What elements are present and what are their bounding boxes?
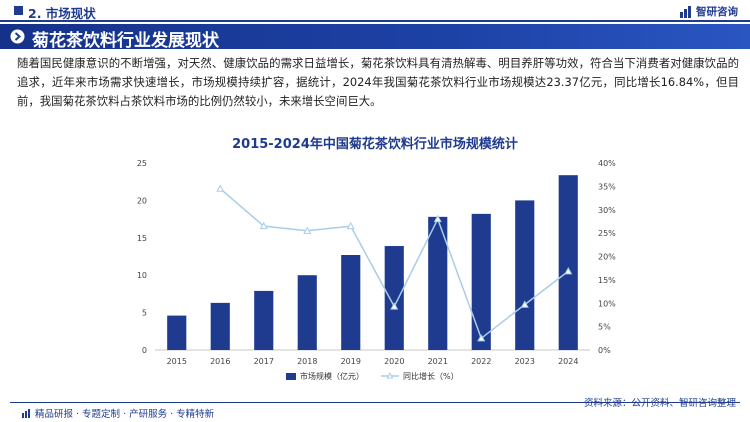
line-point-marker [346, 221, 355, 230]
chart-title: 2015-2024年中国菊花茶饮料行业市场规模统计 [232, 137, 518, 152]
y-right-tick-label: 25% [598, 229, 616, 238]
market-size-chart: 0 5 10 15 20 25 0% 5% 10% 15% 20% 25% 30% 35% 40% 2015 2… [137, 159, 616, 381]
footer-divider [10, 402, 740, 403]
line-point-marker [477, 334, 486, 342]
line-point-marker [216, 184, 225, 192]
y-right-tick-label: 40% [598, 159, 616, 168]
bar-market-size [210, 302, 230, 350]
bar-market-size [515, 200, 535, 350]
footer-tags-text: 精品研报 · 专题定制 · 产研服务 · 专精特新 [35, 409, 215, 420]
legend-bar-swatch [286, 373, 296, 380]
x-tick-label: 2023 [515, 357, 535, 366]
bar-market-size [384, 246, 404, 350]
section-header: 2. 市场现状 智研咨询 [0, 0, 750, 22]
y-right-tick-label: 30% [598, 206, 616, 215]
y-right-tick-label: 35% [598, 182, 616, 191]
x-tick-label: 2015 [167, 357, 187, 366]
line-point-marker [564, 267, 573, 275]
y-right-tick-label: 0% [598, 346, 611, 355]
y-right-tick-label: 5% [598, 323, 611, 332]
footer-logo-icon [22, 408, 30, 418]
y-right-tick-label: 20% [598, 253, 616, 262]
title-banner: 菊花茶饮料行业发展现状 [0, 24, 750, 51]
page-title: 菊花茶饮料行业发展现状 [32, 31, 219, 51]
line-point-marker [390, 302, 399, 310]
y-left-tick-label: 10 [137, 271, 147, 280]
bar-market-size [254, 290, 274, 350]
footer-tags: 精品研报 · 专题定制 · 产研服务 · 专精特新 [22, 406, 214, 420]
x-tick-label: 2020 [384, 357, 404, 366]
line-point-marker [303, 226, 312, 234]
chevron-right-icon [10, 29, 25, 44]
bar-market-size [341, 255, 361, 350]
y-left-tick-label: 15 [137, 234, 147, 243]
y-left-tick-label: 5 [142, 309, 147, 318]
bar-market-size [428, 216, 448, 350]
logo-icon [680, 5, 691, 18]
x-tick-label: 2016 [210, 357, 230, 366]
bar-market-size [297, 275, 317, 350]
y-left-tick-label: 20 [137, 196, 147, 205]
x-tick-label: 2021 [428, 357, 448, 366]
y-left-tick-label: 25 [137, 159, 147, 168]
brand-logo: 智研咨询 [680, 4, 738, 19]
legend-line-label: 同比增长（%） [403, 371, 459, 381]
section-marker-icon [14, 6, 23, 15]
bar-market-size [471, 213, 491, 350]
data-source: 资料来源：公开资料、智研咨询整理 [583, 398, 736, 409]
intro-paragraph: 随着国民健康意识的不断增强，对天然、健康饮品的需求日益增长，菊花茶饮料具有清热解… [17, 56, 739, 108]
y-left-tick-label: 0 [142, 346, 147, 355]
x-tick-label: 2024 [558, 357, 578, 366]
line-point-marker [259, 221, 268, 230]
line-point-marker [520, 300, 529, 308]
x-tick-label: 2017 [254, 357, 274, 366]
x-tick-label: 2018 [297, 357, 317, 366]
logo-text: 智研咨询 [696, 6, 738, 18]
y-right-tick-label: 10% [598, 299, 616, 308]
section-title: 2. 市场现状 [28, 6, 96, 21]
y-right-tick-label: 15% [598, 276, 616, 285]
legend-bar-label: 市场规模（亿元） [300, 371, 364, 381]
x-tick-label: 2022 [471, 357, 491, 366]
bar-market-size [558, 175, 578, 350]
bar-market-size [167, 315, 187, 350]
x-tick-label: 2019 [341, 357, 361, 366]
legend-line-marker [386, 371, 394, 379]
line-point-marker [433, 214, 442, 223]
header-divider [0, 20, 750, 22]
